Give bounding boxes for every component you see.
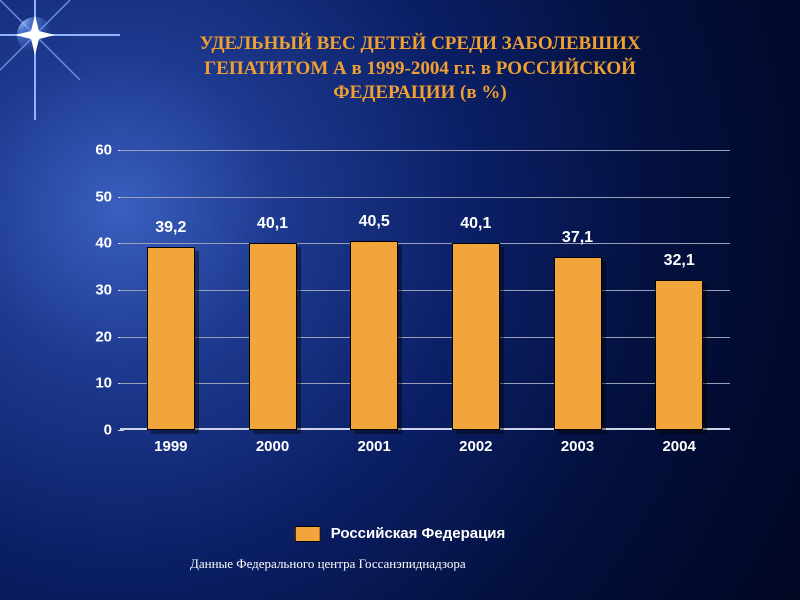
gridline: [120, 243, 730, 244]
gridline: [120, 150, 730, 151]
footnote: Данные Федерального центра Госсанэпиднад…: [190, 556, 466, 572]
y-tick-label: 30: [72, 282, 112, 299]
y-tick-label: 20: [72, 328, 112, 345]
bar: 40,1: [249, 243, 297, 430]
bar-value-label: 40,1: [257, 215, 288, 233]
y-tick-mark: [118, 430, 124, 431]
bar-value-label: 32,1: [664, 252, 695, 270]
bar: 37,1: [554, 257, 602, 430]
y-tick-label: 10: [72, 375, 112, 392]
y-tick-label: 50: [72, 188, 112, 205]
legend-label: Российская Федерация: [331, 525, 506, 542]
bar-value-label: 40,5: [359, 213, 390, 231]
x-tick-label: 2003: [561, 438, 594, 455]
bar-value-label: 37,1: [562, 229, 593, 247]
x-tick-label: 2001: [357, 438, 390, 455]
corner-star-decoration: [0, 0, 120, 120]
gridline: [120, 337, 730, 338]
bar: 32,1: [655, 280, 703, 430]
bar: 39,2: [147, 247, 195, 430]
x-tick-label: 2004: [662, 438, 695, 455]
bar-value-label: 40,1: [460, 215, 491, 233]
x-axis-line: [120, 428, 730, 430]
gridline: [120, 290, 730, 291]
legend-swatch: [295, 526, 321, 542]
bar-value-label: 39,2: [155, 219, 186, 237]
bar: 40,5: [350, 241, 398, 430]
y-tick-label: 60: [72, 142, 112, 159]
chart-title: УДЕЛЬНЫЙ ВЕС ДЕТЕЙ СРЕДИ ЗАБОЛЕВШИХ ГЕПА…: [130, 32, 710, 106]
slide: УДЕЛЬНЫЙ ВЕС ДЕТЕЙ СРЕДИ ЗАБОЛЕВШИХ ГЕПА…: [0, 0, 800, 600]
bar: 40,1: [452, 243, 500, 430]
x-tick-label: 1999: [154, 438, 187, 455]
y-tick-label: 40: [72, 235, 112, 252]
x-tick-label: 2002: [459, 438, 492, 455]
y-tick-label: 0: [72, 422, 112, 439]
legend: Российская Федерация: [295, 525, 506, 542]
gridline: [120, 197, 730, 198]
x-tick-label: 2000: [256, 438, 289, 455]
plot-region: 39,2 40,1 40,5 40,1 37,1 32,1: [120, 150, 730, 430]
chart-area: 0102030405060 39,240,140,540,137,132,1 1…: [70, 150, 730, 470]
gridline: [120, 383, 730, 384]
